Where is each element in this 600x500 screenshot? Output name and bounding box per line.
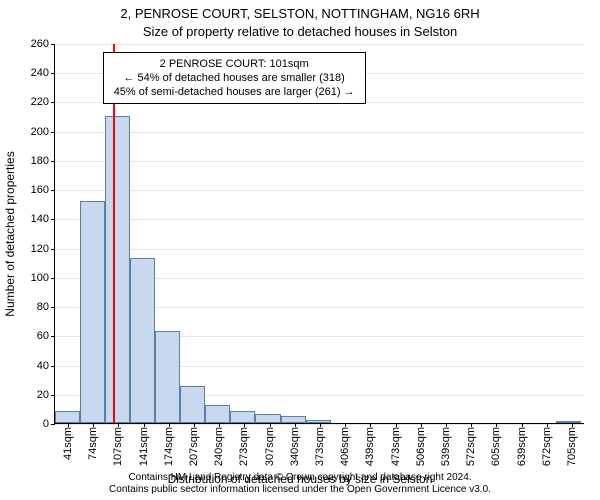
xtick-label: 705sqm xyxy=(566,427,578,466)
ytick-label: 120 xyxy=(31,243,55,255)
histogram-bar xyxy=(230,411,255,423)
xtick-label: 41sqm xyxy=(62,427,74,460)
histogram-bar xyxy=(255,414,280,423)
footer-line1: Contains HM Land Registry data © Crown c… xyxy=(0,472,600,484)
xtick-label: 639sqm xyxy=(516,427,528,466)
gridline xyxy=(55,132,584,133)
histogram-bar xyxy=(155,331,180,423)
histogram-bar xyxy=(105,116,130,423)
ytick-label: 220 xyxy=(31,96,55,108)
annotation-line: 2 PENROSE COURT: 101sqm xyxy=(114,57,355,71)
xtick-label: 506sqm xyxy=(415,427,427,466)
gridline xyxy=(55,161,584,162)
xtick-label: 672sqm xyxy=(541,427,553,466)
histogram-bar xyxy=(281,416,306,423)
ytick-label: 180 xyxy=(31,155,55,167)
xtick-label: 74sqm xyxy=(87,427,99,460)
xtick-label: 174sqm xyxy=(163,427,175,466)
annotation-line: 45% of semi-detached houses are larger (… xyxy=(114,85,355,99)
ytick-label: 100 xyxy=(31,272,55,284)
xtick-label: 307sqm xyxy=(264,427,276,466)
ytick-label: 140 xyxy=(31,213,55,225)
ytick-label: 240 xyxy=(31,67,55,79)
gridline xyxy=(55,44,584,45)
ytick-label: 0 xyxy=(43,418,55,430)
chart-title-line1: 2, PENROSE COURT, SELSTON, NOTTINGHAM, N… xyxy=(0,0,600,22)
ytick-label: 260 xyxy=(31,38,55,50)
xtick-label: 273sqm xyxy=(238,427,250,466)
xtick-label: 141sqm xyxy=(138,427,150,466)
histogram-bar xyxy=(180,386,205,423)
xtick-label: 539sqm xyxy=(440,427,452,466)
ytick-label: 40 xyxy=(37,360,55,372)
xtick-label: 373sqm xyxy=(314,427,326,466)
histogram-bar xyxy=(205,405,230,423)
xtick-label: 572sqm xyxy=(465,427,477,466)
gridline xyxy=(55,249,584,250)
ytick-label: 160 xyxy=(31,184,55,196)
xtick-label: 439sqm xyxy=(364,427,376,466)
histogram-bar xyxy=(55,411,80,423)
chart-footer: Contains HM Land Registry data © Crown c… xyxy=(0,472,600,496)
xtick-label: 406sqm xyxy=(339,427,351,466)
xtick-label: 107sqm xyxy=(112,427,124,466)
xtick-label: 605sqm xyxy=(490,427,502,466)
annotation-line: ← 54% of detached houses are smaller (31… xyxy=(114,71,355,85)
chart-title-line2: Size of property relative to detached ho… xyxy=(0,22,600,40)
ytick-label: 80 xyxy=(37,301,55,313)
gridline xyxy=(55,219,584,220)
histogram-bar xyxy=(556,421,581,423)
xtick-label: 340sqm xyxy=(289,427,301,466)
chart-container: 2, PENROSE COURT, SELSTON, NOTTINGHAM, N… xyxy=(0,0,600,500)
xtick-label: 207sqm xyxy=(188,427,200,466)
histogram-bar xyxy=(80,201,105,423)
ytick-label: 60 xyxy=(37,330,55,342)
gridline xyxy=(55,190,584,191)
footer-line2: Contains public sector information licen… xyxy=(0,484,600,496)
ytick-label: 20 xyxy=(37,389,55,401)
y-axis-title: Number of detached properties xyxy=(3,151,17,316)
plot-surface: 02040608010012014016018020022024026041sq… xyxy=(54,44,584,424)
xtick-label: 240sqm xyxy=(213,427,225,466)
annotation-box: 2 PENROSE COURT: 101sqm← 54% of detached… xyxy=(103,52,366,105)
xtick-label: 473sqm xyxy=(390,427,402,466)
histogram-bar xyxy=(130,258,155,423)
ytick-label: 200 xyxy=(31,126,55,138)
plot-area: 02040608010012014016018020022024026041sq… xyxy=(54,44,584,424)
histogram-bar xyxy=(306,420,331,423)
